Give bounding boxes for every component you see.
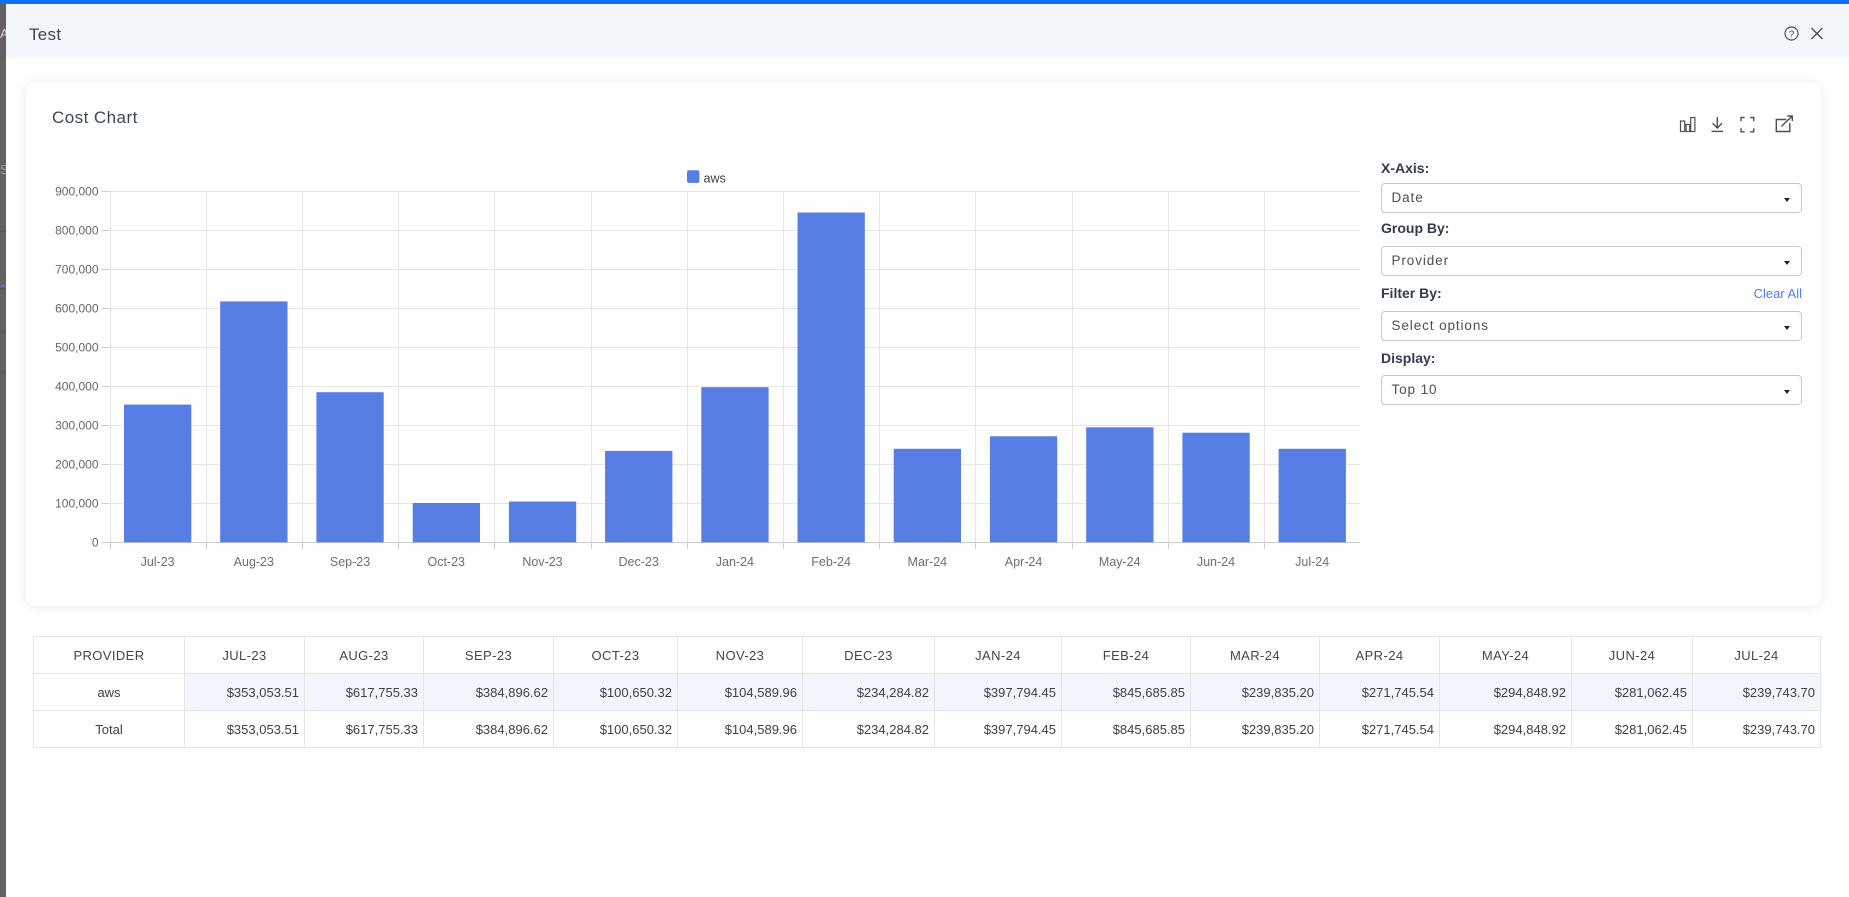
svg-text:May-24: May-24 [1099, 555, 1141, 569]
svg-text:Jan-24: Jan-24 [716, 555, 754, 569]
svg-text:400,000: 400,000 [55, 380, 99, 394]
svg-text:500,000: 500,000 [55, 341, 99, 355]
svg-text:Feb-24: Feb-24 [811, 555, 851, 569]
svg-text:Mar-24: Mar-24 [908, 555, 948, 569]
svg-text:aws: aws [704, 171, 726, 185]
svg-text:100,000: 100,000 [55, 497, 99, 511]
svg-text:Oct-23: Oct-23 [427, 555, 465, 569]
svg-text:300,000: 300,000 [55, 419, 99, 433]
svg-text:Jul-24: Jul-24 [1295, 555, 1329, 569]
svg-text:200,000: 200,000 [55, 458, 99, 472]
svg-text:600,000: 600,000 [55, 302, 99, 316]
svg-text:0: 0 [92, 536, 99, 550]
svg-text:Sep-23: Sep-23 [330, 555, 370, 569]
svg-text:900,000: 900,000 [55, 185, 99, 199]
svg-text:Jun-24: Jun-24 [1197, 555, 1235, 569]
svg-text:Dec-23: Dec-23 [619, 555, 659, 569]
svg-text:Aug-23: Aug-23 [234, 555, 274, 569]
svg-text:Apr-24: Apr-24 [1005, 555, 1043, 569]
svg-text:Jul-23: Jul-23 [141, 555, 175, 569]
svg-text:?: ? [1789, 29, 1795, 40]
svg-text:Nov-23: Nov-23 [522, 555, 562, 569]
svg-text:700,000: 700,000 [55, 263, 99, 277]
svg-text:800,000: 800,000 [55, 224, 99, 238]
